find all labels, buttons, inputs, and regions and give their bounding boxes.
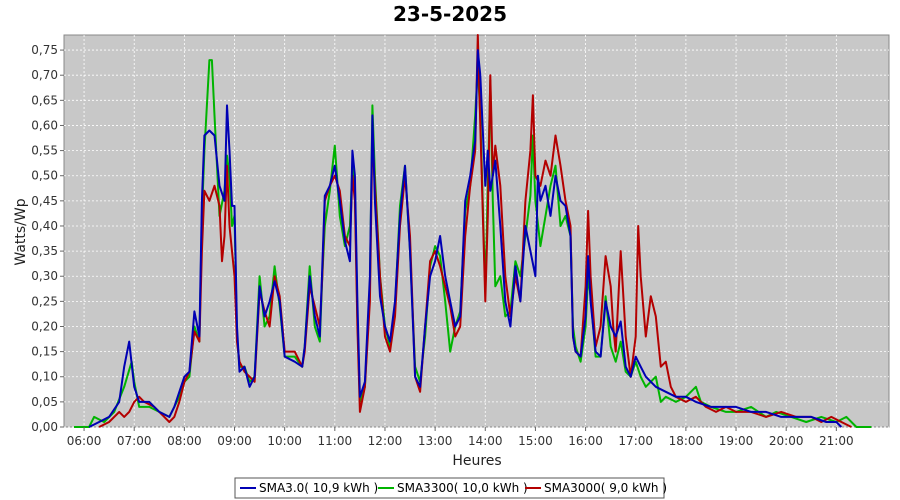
x-axis-label: Heures xyxy=(452,453,501,469)
y-axis: 0,00 0,05 0,10 0,15 0,20 0,25 0,30 0,35 0,40 0,45… xyxy=(31,43,64,434)
y-tick-label: 0,60 xyxy=(31,118,58,132)
x-tick-label: 16:00 xyxy=(568,434,603,448)
x-tick-label: 20:00 xyxy=(769,434,804,448)
y-axis-label: Watts/Wp xyxy=(13,198,29,265)
y-tick-label: 0,00 xyxy=(31,420,58,434)
legend: SMA3.0( 10,9 kWh ) SMA3300( 10,0 kWh ) SMA… xyxy=(234,477,667,499)
legend-box xyxy=(234,477,665,499)
x-tick-label: 06:00 xyxy=(67,434,102,448)
x-tick-label: 14:00 xyxy=(468,434,503,448)
y-tick-label: 0,05 xyxy=(31,395,58,409)
y-tick-label: 0,75 xyxy=(31,43,58,57)
chart-title: 23-5-2025 xyxy=(393,2,507,26)
series-line-1 xyxy=(88,49,843,428)
y-tick-label: 0,70 xyxy=(31,68,58,82)
y-tick-label: 0,10 xyxy=(31,370,58,384)
y-tick-label: 0,40 xyxy=(31,219,58,233)
y-tick-label: 0,25 xyxy=(31,294,58,308)
x-tick-label: 19:00 xyxy=(719,434,754,448)
x-tick-label: 10:00 xyxy=(267,434,302,448)
x-tick-label: 08:00 xyxy=(167,434,202,448)
x-tick-label: 07:00 xyxy=(117,434,152,448)
x-tick-label: 17:00 xyxy=(618,434,653,448)
series-layer xyxy=(74,34,872,428)
x-tick-label: 11:00 xyxy=(318,434,353,448)
x-tick-label: 09:00 xyxy=(217,434,252,448)
x-axis: 06:00 07:00 08:00 09:00 10:00 11:00 12:00 13:00… xyxy=(67,427,854,448)
legend-label-1: SMA3.0( 10,9 kWh ) xyxy=(259,481,378,495)
x-tick-label: 13:00 xyxy=(418,434,453,448)
y-tick-label: 0,65 xyxy=(31,93,58,107)
series-line-3 xyxy=(98,34,852,428)
x-tick-label: 18:00 xyxy=(669,434,704,448)
y-tick-label: 0,30 xyxy=(31,269,58,283)
y-tick-label: 0,15 xyxy=(31,345,58,359)
y-tick-label: 0,55 xyxy=(31,144,58,158)
legend-label-3: SMA3000( 9,0 kWh ) xyxy=(544,481,667,495)
y-tick-label: 0,20 xyxy=(31,319,58,333)
y-tick-label: 0,50 xyxy=(31,169,58,183)
legend-label-2: SMA3300( 10,0 kWh ) xyxy=(397,481,528,495)
y-tick-label: 0,35 xyxy=(31,244,58,258)
y-tick-label: 0,45 xyxy=(31,194,58,208)
x-tick-label: 21:00 xyxy=(819,434,854,448)
x-tick-label: 12:00 xyxy=(368,434,403,448)
x-tick-label: 15:00 xyxy=(518,434,553,448)
